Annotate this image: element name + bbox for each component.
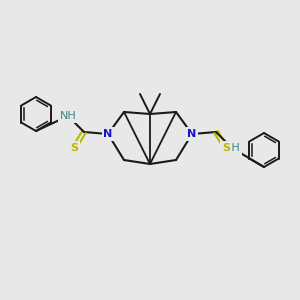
Text: NH: NH: [60, 111, 76, 121]
Text: N: N: [103, 129, 112, 139]
Text: NH: NH: [224, 143, 240, 153]
Text: S: S: [70, 143, 78, 153]
Text: N: N: [188, 129, 196, 139]
Text: S: S: [222, 143, 230, 153]
